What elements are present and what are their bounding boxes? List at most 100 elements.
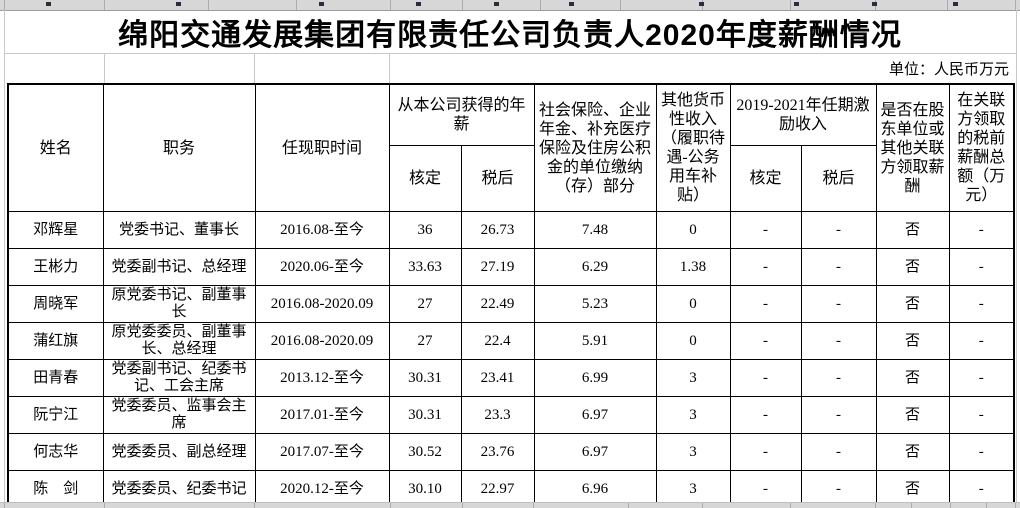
cell-related-party-flag: 否 [875, 248, 950, 286]
salary-table: 姓名 职务 任现职时间 从本公司获得的年薪 社会保险、企业年金、补充医疗保险及住… [7, 83, 1016, 508]
header-row-1: 姓名 职务 任现职时间 从本公司获得的年薪 社会保险、企业年金、补充医疗保险及住… [7, 83, 1015, 212]
cell-name: 邓辉星 [7, 211, 104, 249]
col-header-social-insurance: 社会保险、企业年金、补充医疗保险及住房公积金的单位缴纳（存）部分 [533, 83, 657, 212]
cell-position: 党委副书记、总经理 [102, 248, 256, 286]
cutoff-text-artifact [416, 2, 421, 6]
cell-salary-approved: 30.31 [388, 396, 462, 434]
table-row: 阮宁江 党委委员、监事会主席 2017.01-至今 30.31 23.3 6.9… [7, 396, 1015, 434]
cell-related-party-amount: - [948, 359, 1015, 397]
table-row: 蒲红旗 原党委委员、副董事长、总经理 2016.08-2020.09 27 22… [7, 322, 1015, 360]
cell-salary-approved: 36 [388, 211, 462, 249]
cell-position: 原党委书记、副董事长 [102, 285, 256, 323]
cell-incentive-approved: - [729, 470, 802, 508]
cell-tenure: 2016.08-2020.09 [254, 285, 390, 323]
sheet-gridline [4, 503, 5, 508]
cell-related-party-amount: - [948, 433, 1015, 471]
cell-salary-after-tax: 23.41 [460, 359, 535, 397]
sheet-gridline [1015, 0, 1016, 10]
cell-tenure: 2020.06-至今 [254, 248, 390, 286]
cell-name: 阮宁江 [7, 396, 104, 434]
cutoff-row-above [0, 0, 1020, 11]
cell-related-party-flag: 否 [875, 285, 950, 323]
sheet-gridline [4, 0, 5, 10]
cell-position: 党委委员、纪委书记 [102, 470, 256, 508]
cell-other-income: 3 [655, 433, 731, 471]
table-row: 周晓军 原党委书记、副董事长 2016.08-2020.09 27 22.49 … [7, 285, 1015, 323]
col-header-related-party-flag: 是否在股东单位或其他关联方领取薪酬 [875, 83, 950, 212]
sheet-gridline [296, 0, 297, 10]
sheet-gridline [628, 503, 629, 508]
col-header-incentive-approved: 核定 [729, 145, 802, 212]
cell-name: 周晓军 [7, 285, 104, 323]
page-title: 绵阳交通发展集团有限责任公司负责人2020年度薪酬情况 [118, 18, 902, 52]
cell-social-insurance: 6.96 [533, 470, 657, 508]
sheet-gridline [947, 0, 948, 10]
sheet-gridline [950, 503, 951, 508]
sheet-gridline [540, 0, 541, 10]
cell-social-insurance: 7.48 [533, 211, 657, 249]
table-row: 何志华 党委委员、副总经理 2017.07-至今 30.52 23.76 6.9… [7, 433, 1015, 471]
cell-name: 王彬力 [7, 248, 104, 286]
sheet-gridline [790, 503, 791, 508]
col-header-related-party-amount: 在关联方领取的税前薪酬总额（万元） [948, 83, 1015, 212]
header-row-2: 核定 税后 核定 税后 [8, 145, 1014, 212]
cell-related-party-flag: 否 [875, 322, 950, 360]
cell-social-insurance: 6.99 [533, 359, 657, 397]
cell-tenure: 2020.12-至今 [254, 470, 390, 508]
sheet-gridline [4, 10, 5, 502]
cell-name: 何志华 [7, 433, 104, 471]
cell-related-party-flag: 否 [875, 359, 950, 397]
cutoff-text-artifact [319, 2, 324, 6]
sheet-gridline [208, 0, 209, 10]
cell-related-party-flag: 否 [875, 433, 950, 471]
cell-incentive-approved: - [729, 248, 802, 286]
cell-position: 党委书记、董事长 [102, 211, 256, 249]
cutoff-text-artifact [46, 2, 51, 6]
cell-salary-after-tax: 22.97 [460, 470, 535, 508]
cutoff-text-artifact [569, 2, 574, 6]
cell-salary-approved: 30.31 [388, 359, 462, 397]
cell-social-insurance: 6.97 [533, 396, 657, 434]
sheet-gridline [1016, 10, 1017, 502]
cell-position: 党委委员、副总经理 [102, 433, 256, 471]
cell-related-party-amount: - [948, 285, 1015, 323]
cell-social-insurance: 5.91 [533, 322, 657, 360]
cell-name: 田青春 [7, 359, 104, 397]
col-header-term-incentive: 2019-2021年任期激励收入 [729, 83, 877, 146]
sheet-gridline [462, 503, 463, 508]
cell-incentive-after-tax: - [800, 211, 877, 249]
sheet-gridline [702, 503, 703, 508]
cell-related-party-amount: - [948, 322, 1015, 360]
cell-name: 蒲红旗 [7, 322, 104, 360]
col-header-tenure: 任现职时间 [254, 83, 390, 212]
cell-related-party-amount: - [948, 396, 1015, 434]
sheet-gridline [875, 503, 876, 508]
col-header-salary-approved: 核定 [388, 145, 462, 212]
sheet-gridline [254, 503, 255, 508]
cell-social-insurance: 6.29 [533, 248, 657, 286]
cell-incentive-approved: - [729, 211, 802, 249]
cell-tenure: 2013.12-至今 [254, 359, 390, 397]
cell-social-insurance: 6.97 [533, 433, 657, 471]
sheet-gridline [104, 0, 105, 10]
table-row: 陈 剑 党委委员、纪委书记 2020.12-至今 30.10 22.97 6.9… [7, 470, 1015, 508]
cell-salary-approved: 27 [388, 285, 462, 323]
cell-incentive-approved: - [729, 433, 802, 471]
cell-incentive-after-tax: - [800, 285, 877, 323]
cell-incentive-approved: - [729, 322, 802, 360]
sheet-gridline [462, 0, 463, 10]
col-header-position: 职务 [102, 83, 256, 212]
sheet-gridline [986, 503, 987, 508]
cell-related-party-flag: 否 [875, 211, 950, 249]
cell-name: 陈 剑 [7, 470, 104, 508]
cell-salary-approved: 30.10 [388, 470, 462, 508]
cell-other-income: 1.38 [655, 248, 731, 286]
cutoff-text-artifact [494, 2, 499, 6]
cutoff-text-artifact [953, 2, 958, 6]
sheet-gridline [911, 503, 912, 508]
cell-social-insurance: 5.23 [533, 285, 657, 323]
col-header-incentive-after-tax: 税后 [800, 145, 877, 212]
cell-position: 党委委员、监事会主席 [102, 396, 256, 434]
cell-incentive-after-tax: - [800, 433, 877, 471]
